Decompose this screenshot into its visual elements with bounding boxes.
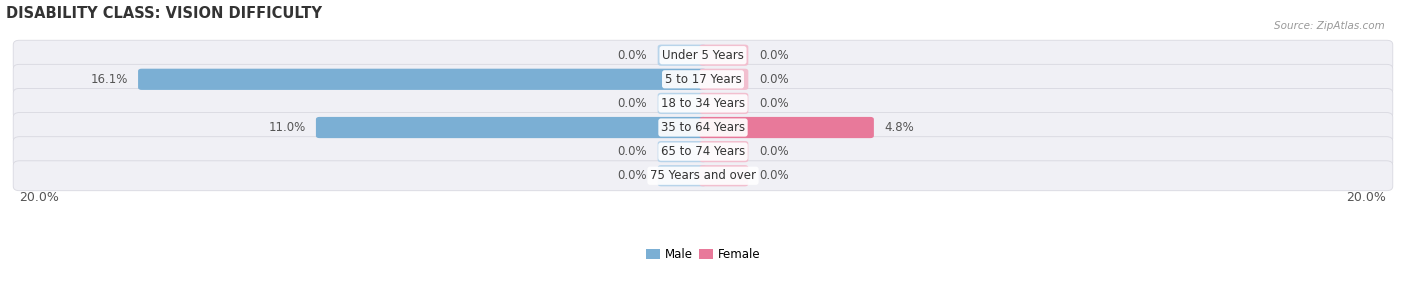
FancyBboxPatch shape (658, 93, 706, 114)
FancyBboxPatch shape (700, 141, 748, 162)
Text: DISABILITY CLASS: VISION DIFFICULTY: DISABILITY CLASS: VISION DIFFICULTY (6, 5, 322, 20)
Text: 16.1%: 16.1% (90, 73, 128, 86)
FancyBboxPatch shape (658, 45, 706, 66)
FancyBboxPatch shape (13, 113, 1393, 142)
FancyBboxPatch shape (138, 69, 706, 90)
Text: 4.8%: 4.8% (884, 121, 914, 134)
Text: 0.0%: 0.0% (759, 145, 789, 158)
Text: 0.0%: 0.0% (759, 73, 789, 86)
FancyBboxPatch shape (700, 69, 748, 90)
Text: 11.0%: 11.0% (269, 121, 305, 134)
FancyBboxPatch shape (658, 165, 706, 186)
Text: 20.0%: 20.0% (1347, 191, 1386, 204)
FancyBboxPatch shape (700, 165, 748, 186)
Text: 18 to 34 Years: 18 to 34 Years (661, 97, 745, 110)
Text: 0.0%: 0.0% (617, 145, 647, 158)
FancyBboxPatch shape (700, 45, 748, 66)
Legend: Male, Female: Male, Female (641, 243, 765, 265)
Text: 0.0%: 0.0% (617, 97, 647, 110)
Text: 35 to 64 Years: 35 to 64 Years (661, 121, 745, 134)
FancyBboxPatch shape (13, 137, 1393, 167)
Text: 0.0%: 0.0% (617, 169, 647, 182)
FancyBboxPatch shape (13, 88, 1393, 118)
Text: 0.0%: 0.0% (759, 97, 789, 110)
FancyBboxPatch shape (316, 117, 706, 138)
Text: 75 Years and over: 75 Years and over (650, 169, 756, 182)
FancyBboxPatch shape (658, 141, 706, 162)
Text: 0.0%: 0.0% (617, 49, 647, 62)
FancyBboxPatch shape (13, 40, 1393, 70)
Text: Source: ZipAtlas.com: Source: ZipAtlas.com (1274, 21, 1385, 31)
FancyBboxPatch shape (13, 161, 1393, 191)
Text: 5 to 17 Years: 5 to 17 Years (665, 73, 741, 86)
Text: 0.0%: 0.0% (759, 49, 789, 62)
FancyBboxPatch shape (700, 117, 875, 138)
FancyBboxPatch shape (13, 64, 1393, 94)
Text: Under 5 Years: Under 5 Years (662, 49, 744, 62)
Text: 20.0%: 20.0% (20, 191, 59, 204)
FancyBboxPatch shape (700, 93, 748, 114)
Text: 0.0%: 0.0% (759, 169, 789, 182)
Text: 65 to 74 Years: 65 to 74 Years (661, 145, 745, 158)
